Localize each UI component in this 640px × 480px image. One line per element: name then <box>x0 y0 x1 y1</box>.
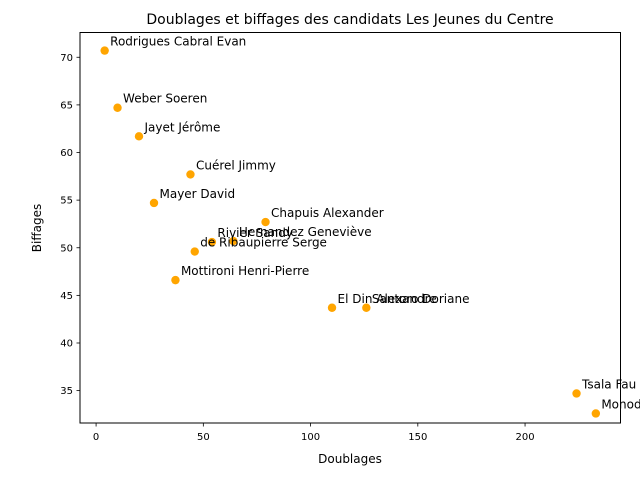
y-tick-label: 65 <box>60 100 73 111</box>
data-point-label: Chapuis Alexander <box>271 206 384 220</box>
data-point <box>261 217 270 227</box>
data-point <box>186 170 195 179</box>
data-point-label: Weber Soeren <box>123 92 207 106</box>
data-point <box>572 389 581 398</box>
data-point <box>113 103 122 112</box>
chart-title: Doublages et biffages des candidats Les … <box>146 12 553 28</box>
y-axis: 35 40 45 50 55 60 65 70 <box>60 53 80 397</box>
data-point-label: Hernandez Geneviève <box>239 225 372 239</box>
data-point-label: Jayet Jérôme <box>143 120 220 134</box>
data-point-label: de Ribaupierre Serge <box>200 236 327 250</box>
point-labels-layer: Rodrigues Cabral Evan Weber Soeren Jayet J… <box>110 35 640 412</box>
x-tick-label: 200 <box>516 432 535 443</box>
data-point <box>190 247 199 256</box>
data-point-label: Mayer David <box>159 187 235 201</box>
data-point <box>207 237 217 247</box>
data-point-label: Santoro Doriane <box>372 292 470 306</box>
y-axis-label: Biffages <box>30 204 44 252</box>
y-tick-label: 50 <box>60 243 73 254</box>
y-tick-label: 60 <box>60 148 73 159</box>
data-point <box>171 275 180 285</box>
data-point-label: Tsala Fau <box>581 377 636 391</box>
y-tick-label: 70 <box>60 53 73 64</box>
data-point-label: Rivier Sandy <box>217 226 293 240</box>
x-tick-label: 50 <box>197 432 210 443</box>
x-axis: 0 50 100 150 200 <box>93 423 535 443</box>
data-point-label: Rodrigues Cabral Evan <box>110 35 246 49</box>
data-point <box>327 303 337 312</box>
data-point <box>100 46 109 55</box>
data-point <box>149 198 159 208</box>
data-point <box>134 132 144 141</box>
points-layer <box>100 46 601 418</box>
data-point <box>591 409 601 418</box>
plot-frame <box>79 32 621 424</box>
x-tick-label: 100 <box>301 432 320 443</box>
data-point <box>229 236 238 246</box>
data-point-label: Mottironi Henri-Pierre <box>181 264 309 278</box>
x-axis-label: Doublages <box>318 452 382 466</box>
x-tick-label: 150 <box>408 432 427 443</box>
y-tick-label: 40 <box>60 339 73 350</box>
y-tick-label: 55 <box>60 196 73 207</box>
y-tick-label: 45 <box>60 291 73 302</box>
x-tick-label: 0 <box>93 432 99 443</box>
data-point-label: Cuérel Jimmy <box>196 158 276 172</box>
data-point-label: El Din Alexandre <box>338 292 437 306</box>
y-tick-label: 35 <box>60 386 73 397</box>
data-point <box>362 303 371 312</box>
